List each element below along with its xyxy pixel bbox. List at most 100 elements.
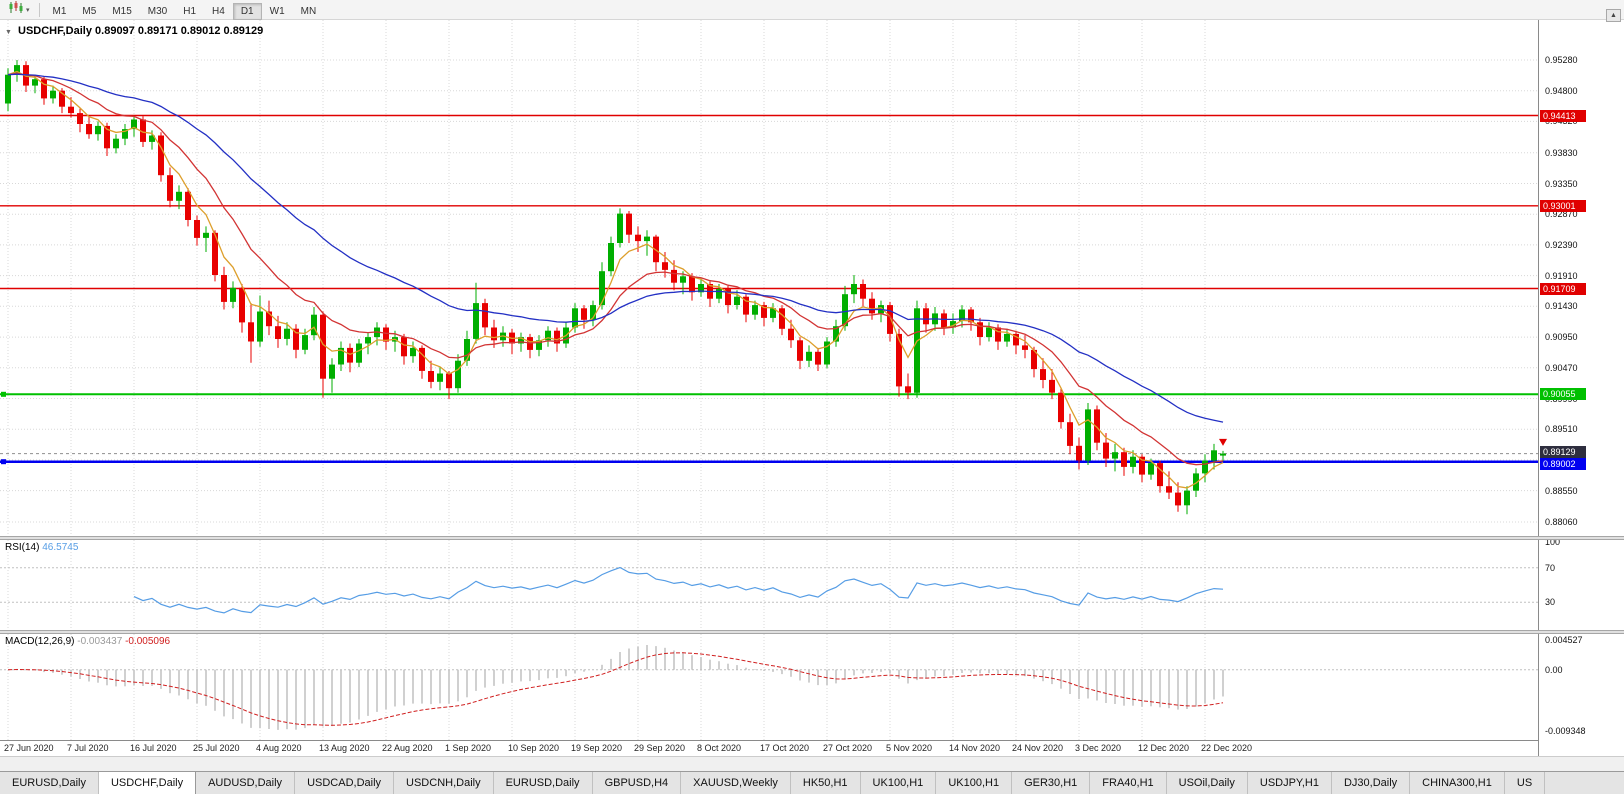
timeframe-toolbar: ▾ M1 M5 M15 M30 H1 H4 D1 W1 MN: [0, 0, 1624, 20]
toolbar-separator: [38, 2, 40, 17]
price-chart-canvas[interactable]: [0, 20, 1538, 536]
rsi-panel-canvas[interactable]: [0, 540, 1538, 630]
macd-panel-canvas[interactable]: [0, 634, 1538, 740]
chart-tab-usdchf-daily[interactable]: USDCHF,Daily: [98, 772, 197, 794]
timeframe-button-m15[interactable]: M15: [112, 5, 132, 17]
chart-tab-usdjpy-h1[interactable]: USDJPY,H1: [1247, 772, 1332, 794]
chart-tab-gbpusd-h4[interactable]: GBPUSD,H4: [592, 772, 682, 794]
macd-main-value: -0.003437: [77, 636, 123, 647]
timeframe-button-d1[interactable]: D1: [232, 2, 262, 20]
chart-type-button[interactable]: ▾: [4, 0, 34, 20]
price-tag-resistance-1: 0.94413: [1540, 109, 1586, 122]
date-label: 10 Sep 2020: [508, 743, 560, 753]
timeframe-button-mn[interactable]: MN: [300, 5, 317, 17]
candlestick-chart-icon: [8, 0, 24, 19]
date-label: 14 Nov 2020: [949, 743, 1001, 753]
macd-label: MACD(12,26,9) -0.003437 -0.005096: [5, 636, 170, 647]
panel-splitter-macd[interactable]: [0, 630, 1624, 634]
date-label: 1 Sep 2020: [445, 743, 492, 753]
price-tick-label: 0.92870: [1545, 209, 1578, 220]
price-tick-label: 0.88060: [1545, 517, 1578, 527]
macd-scale-label: -0.009348: [1545, 726, 1586, 736]
scroll-up-button[interactable]: ▲: [1606, 9, 1621, 22]
chart-tab-eurusd-daily[interactable]: EURUSD,Daily: [493, 772, 593, 794]
chart-tab-audusd-daily[interactable]: AUDUSD,Daily: [196, 772, 296, 794]
price-tick-label: 0.91910: [1545, 270, 1578, 281]
price-tick-label: 0.89510: [1545, 424, 1578, 435]
chart-tab-us[interactable]: US: [1504, 772, 1546, 794]
price-tag-resistance-2: 0.93001: [1540, 199, 1586, 212]
price-tick-label: 0.95280: [1545, 55, 1578, 65]
chart-tab-dj30-daily[interactable]: DJ30,Daily: [1331, 772, 1411, 794]
rsi-value: 46.5745: [42, 542, 79, 553]
timeframe-button-h1[interactable]: H1: [183, 5, 197, 17]
timeframe-buttons-group: M1 M5 M15 M30 H1 H4 D1 W1 MN: [45, 1, 325, 20]
price-tick-label: 0.90470: [1545, 362, 1578, 373]
timeframe-button-w1[interactable]: W1: [269, 5, 285, 17]
ohlc-open: 0.89097: [95, 25, 135, 37]
price-tick-label: 0.88550: [1545, 485, 1578, 496]
price-tick-label: 0.93350: [1545, 178, 1578, 189]
chart-tab-fra40-h1[interactable]: FRA40,H1: [1090, 772, 1167, 794]
panel-splitter-rsi[interactable]: [0, 536, 1624, 540]
date-label: 4 Aug 2020: [256, 743, 302, 753]
price-tick-label: 0.92390: [1545, 239, 1578, 250]
price-tag-current: 0.89129: [1540, 445, 1586, 458]
date-label: 27 Oct 2020: [823, 743, 873, 753]
chart-tab-usoil-daily[interactable]: USOil,Daily: [1166, 772, 1248, 794]
date-label: 7 Jul 2020: [67, 743, 109, 753]
date-label: 5 Nov 2020: [886, 743, 933, 753]
macd-name: MACD(12,26,9): [5, 636, 75, 647]
chart-tab-usdcad-daily[interactable]: USDCAD,Daily: [295, 772, 395, 794]
macd-signal-value: -0.005096: [125, 636, 171, 647]
date-label: 22 Dec 2020: [1201, 743, 1253, 753]
macd-scale-label: 0.00: [1545, 664, 1563, 675]
status-strip: [0, 756, 1624, 771]
date-label: 12 Dec 2020: [1138, 743, 1190, 753]
rsi-label: RSI(14) 46.5745: [5, 542, 78, 553]
date-label: 3 Dec 2020: [1075, 743, 1122, 753]
price-scale[interactable]: 0.952800.948000.943200.938300.933500.928…: [1538, 20, 1624, 756]
chart-tab-ger30-h1[interactable]: GER30,H1: [1012, 772, 1091, 794]
chart-tab-usdcnh-daily[interactable]: USDCNH,Daily: [394, 772, 494, 794]
date-label: 27 Jun 2020: [4, 743, 54, 753]
rsi-scale-label: 100: [1545, 537, 1561, 547]
chart-tab-eurusd-daily[interactable]: EURUSD,Daily: [0, 772, 99, 794]
price-tag-support-green: 0.90055: [1540, 388, 1586, 401]
dropdown-arrow-icon: ▾: [26, 6, 30, 14]
price-tick-label: 0.90950: [1545, 332, 1578, 343]
chart-tab-uk100-h1[interactable]: UK100,H1: [936, 772, 1013, 794]
date-label: 22 Aug 2020: [382, 743, 433, 753]
date-label: 8 Oct 2020: [697, 743, 742, 753]
macd-scale-label: 0.004527: [1545, 635, 1583, 645]
date-label: 24 Nov 2020: [1012, 743, 1064, 753]
chart-tab-uk100-h1[interactable]: UK100,H1: [860, 772, 937, 794]
timeframe-button-m30[interactable]: M30: [147, 5, 168, 17]
rsi-scale-label: 70: [1545, 562, 1556, 573]
rsi-scale-label: 30: [1545, 597, 1556, 608]
date-label: 16 Jul 2020: [130, 743, 177, 753]
rsi-name: RSI(14): [5, 542, 40, 553]
price-tick-label: 0.91430: [1545, 301, 1578, 312]
price-tag-support-blue: 0.89002: [1540, 457, 1586, 470]
chart-tab-china300-h1[interactable]: CHINA300,H1: [1410, 772, 1505, 794]
chart-window-tabs: EURUSD,Daily USDCHF,Daily AUDUSD,Daily USDC…: [0, 771, 1624, 794]
ohlc-close: 0.89129: [223, 25, 264, 37]
date-label: 19 Sep 2020: [571, 743, 623, 753]
chart-title: ▼ USDCHF,Daily 0.89097 0.89171 0.89012 0…: [5, 25, 263, 37]
timeframe-button-h4[interactable]: H4: [212, 5, 225, 17]
price-tick-label: 0.94800: [1545, 85, 1578, 96]
chart-tab-hk50-h1[interactable]: HK50,H1: [790, 772, 861, 794]
price-tick-label: 0.93830: [1545, 147, 1578, 158]
date-label: 17 Oct 2020: [760, 743, 810, 753]
timeframe-button-m5[interactable]: M5: [82, 5, 97, 17]
ohlc-high: 0.89171: [137, 25, 178, 37]
price-tag-resistance-3: 0.91709: [1540, 282, 1586, 295]
chart-symbol-period: USDCHF,Daily: [18, 25, 92, 37]
collapse-icon[interactable]: ▼: [5, 29, 12, 36]
chart-tab-xauusd-weekly[interactable]: XAUUSD,Weekly: [681, 772, 791, 794]
ohlc-low: 0.89012: [180, 25, 221, 37]
timeframe-button-m1[interactable]: M1: [52, 5, 67, 17]
time-axis[interactable]: 27 Jun 2020 7 Jul 2020 16 Jul 2020 25 Jul 2…: [0, 740, 1538, 756]
date-label: 29 Sep 2020: [634, 743, 686, 753]
